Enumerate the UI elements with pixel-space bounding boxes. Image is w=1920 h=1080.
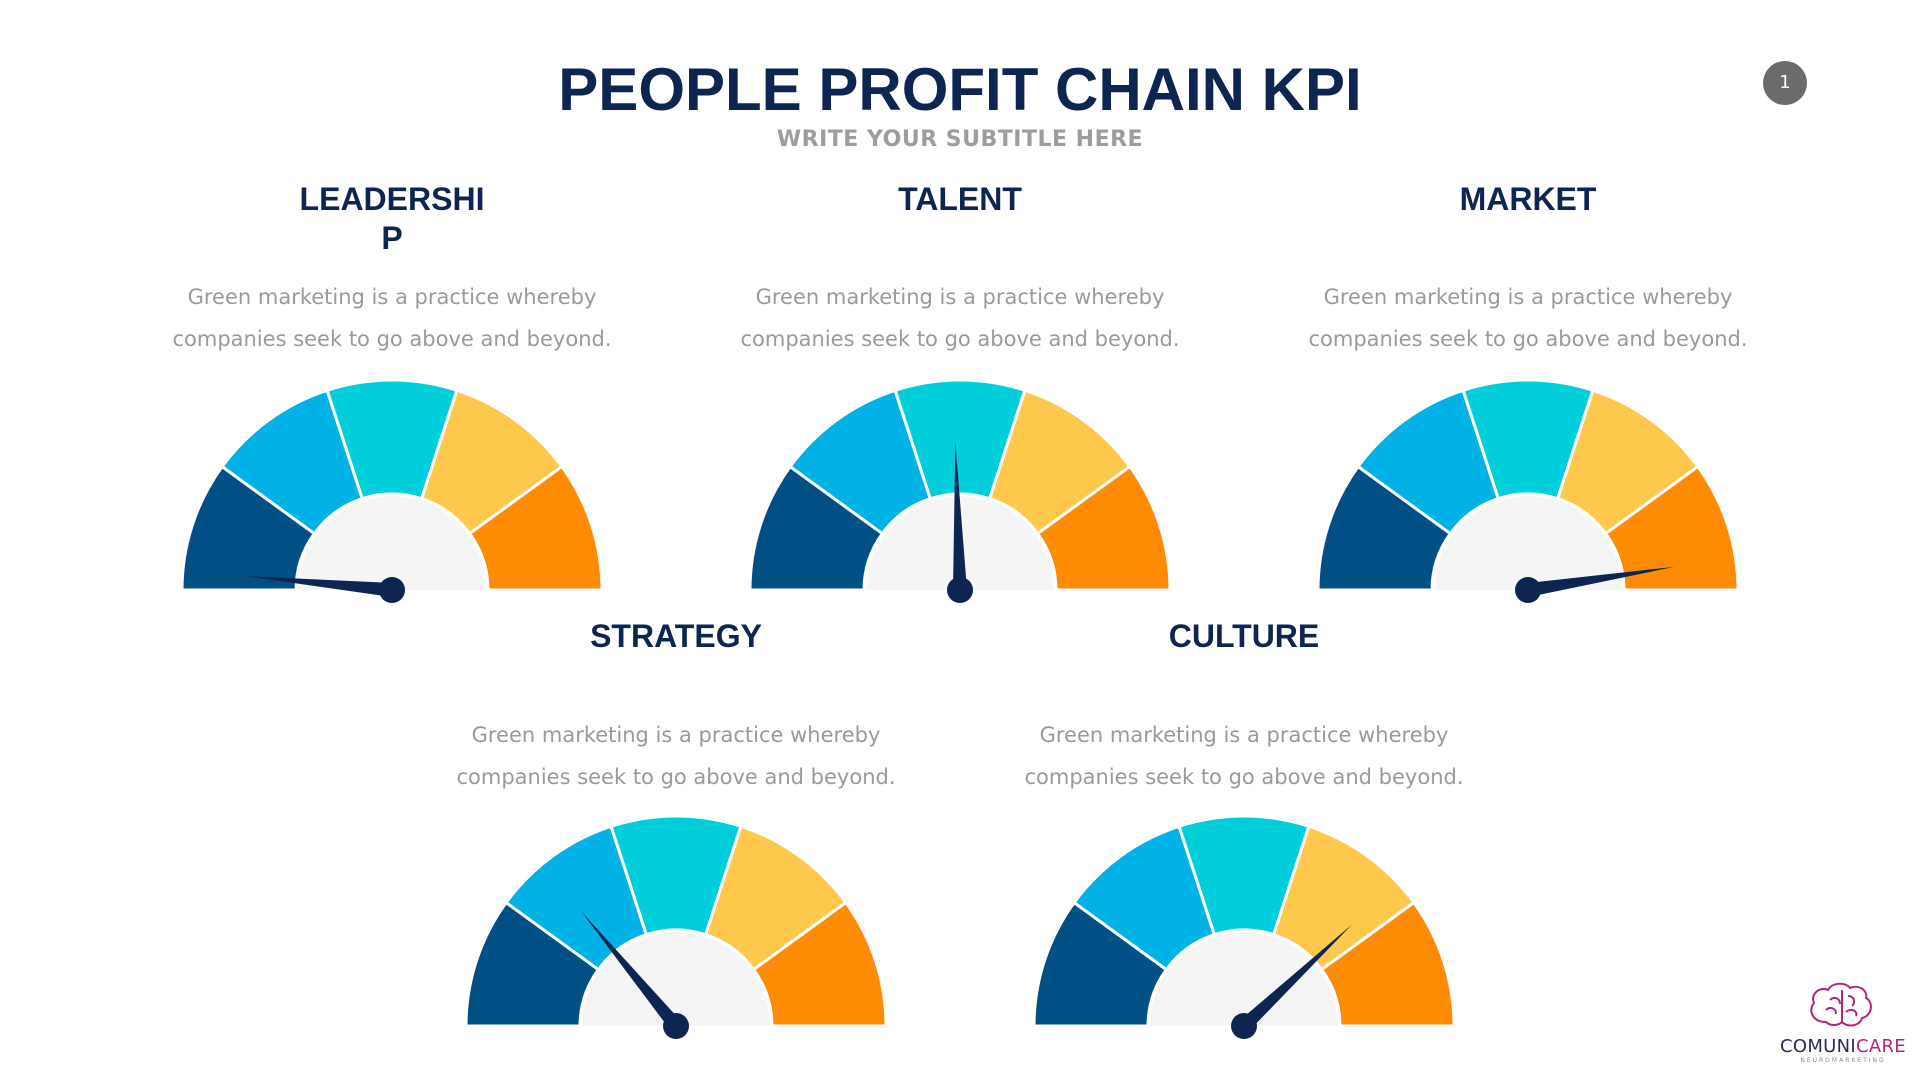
kpi-gauge-talent — [748, 378, 1172, 603]
kpi-title-talent: TALENT — [898, 181, 1022, 217]
kpi-gauge-leadership — [180, 378, 604, 603]
gauge-needle-pivot — [379, 577, 405, 603]
gauge-needle — [581, 911, 682, 1031]
brand-name-suffix: CARE — [1856, 1036, 1906, 1057]
kpi-title-culture: CULTURE — [1168, 618, 1320, 654]
brand-tagline: NEUROMARKETING — [1800, 1057, 1886, 1064]
brand-name: COMUNICARE — [1768, 1036, 1918, 1057]
kpi-description-strategy: Green marketing is a practice whereby co… — [456, 723, 896, 789]
gauge-needle-pivot — [663, 1013, 689, 1039]
kpi-gauge-culture — [1032, 814, 1456, 1039]
kpi-description-culture: Green marketing is a practice whereby co… — [1024, 723, 1464, 789]
kpi-title-market: MARKET — [1459, 181, 1597, 217]
segment-orange — [1319, 900, 1456, 1028]
kpi-description-market: Green marketing is a practice whereby co… — [1308, 285, 1748, 351]
segment-orange — [467, 464, 604, 592]
gauge-needle — [1239, 924, 1352, 1032]
kpi-title-strategy: STRATEGY — [590, 618, 762, 654]
brand-name-prefix: COMUNI — [1780, 1036, 1857, 1057]
kpi-gauge-market — [1316, 378, 1740, 603]
gauge-hub — [1434, 496, 1622, 590]
gauge-needle — [244, 576, 393, 597]
kpi-gauge-strategy — [464, 814, 888, 1039]
slide-title: PEOPLE PROFIT CHAIN KPI — [558, 56, 1362, 123]
gauge-needle-pivot — [1515, 577, 1541, 603]
gauge-needle — [1526, 566, 1675, 597]
segment-orange — [751, 900, 888, 1028]
brand-logo: COMUNICARE NEUROMARKETING — [1768, 978, 1918, 1066]
segment-orange — [1035, 464, 1172, 592]
gauge-hub — [582, 932, 770, 1026]
kpi-title-leadership: LEADERSHIP — [299, 181, 485, 256]
gauge-needle-pivot — [1231, 1013, 1257, 1039]
segment-orange — [1603, 464, 1740, 592]
kpi-description-leadership: Green marketing is a practice whereby co… — [172, 285, 612, 351]
gauge-hub — [298, 496, 486, 590]
slide-subtitle: WRITE YOUR SUBTITLE HERE — [776, 127, 1144, 152]
page-number-badge: 1 — [1763, 61, 1807, 105]
gauge-needle-pivot — [947, 577, 973, 603]
gauge-hub — [1150, 932, 1338, 1026]
gauge-needle — [953, 442, 967, 591]
brain-icon — [1810, 982, 1872, 1027]
kpi-description-talent: Green marketing is a practice whereby co… — [740, 285, 1180, 351]
